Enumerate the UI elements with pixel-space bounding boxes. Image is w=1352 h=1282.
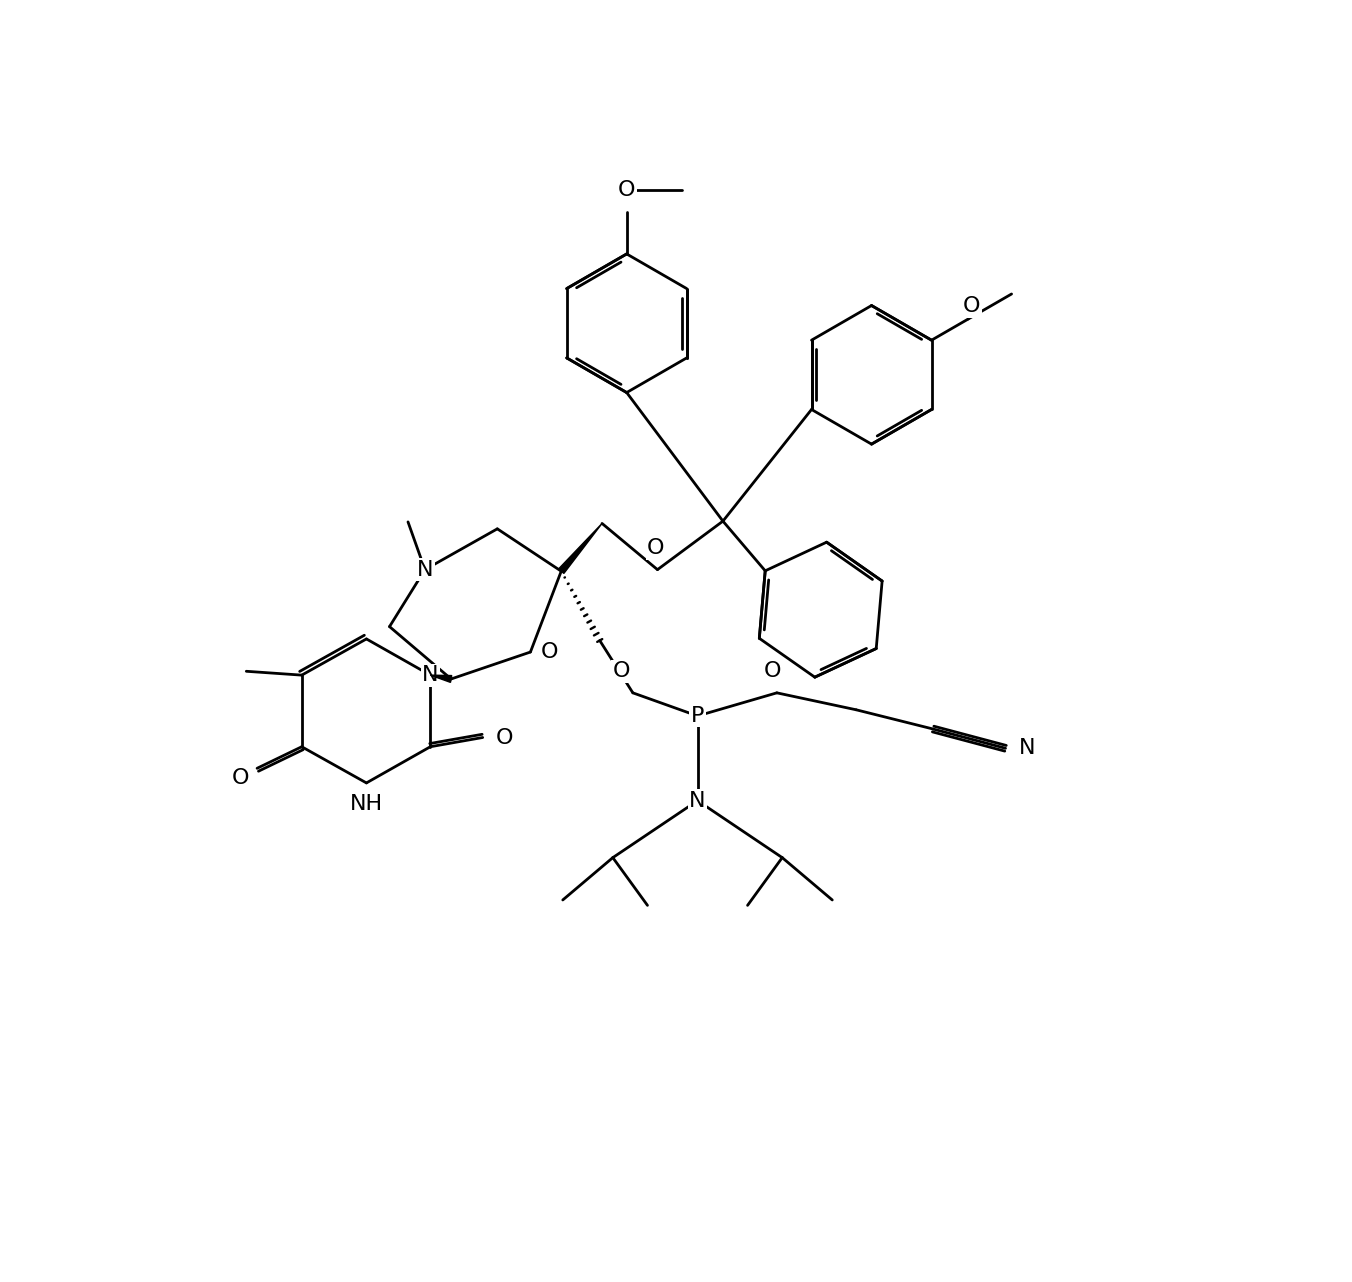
Text: O: O bbox=[764, 662, 781, 681]
Text: N: N bbox=[690, 791, 706, 810]
Text: O: O bbox=[612, 662, 630, 681]
Text: N: N bbox=[1019, 738, 1036, 758]
Text: NH: NH bbox=[350, 795, 383, 814]
Text: O: O bbox=[618, 179, 635, 200]
Text: N: N bbox=[422, 665, 438, 685]
Text: O: O bbox=[963, 296, 980, 317]
Text: O: O bbox=[231, 768, 249, 787]
Text: O: O bbox=[541, 642, 558, 662]
Text: O: O bbox=[495, 727, 512, 747]
Polygon shape bbox=[430, 676, 452, 682]
Text: N: N bbox=[416, 560, 433, 579]
Polygon shape bbox=[558, 523, 602, 573]
Text: P: P bbox=[691, 706, 704, 726]
Text: O: O bbox=[648, 538, 665, 558]
